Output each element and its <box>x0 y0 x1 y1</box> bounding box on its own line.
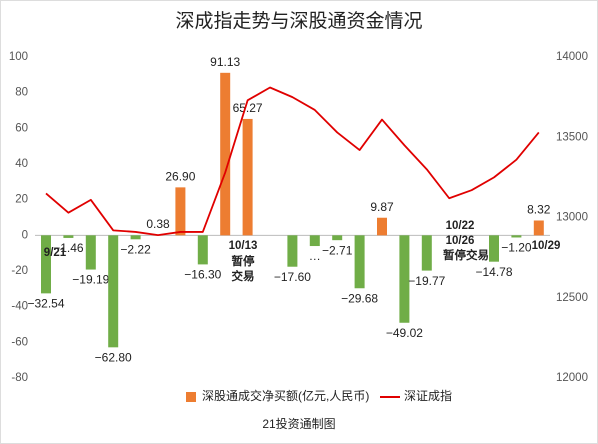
bar <box>63 235 74 238</box>
data-label: −1.46 <box>53 241 84 255</box>
y-tick-label: -80 <box>11 372 28 384</box>
chart-title: 深成指走势与深股通资金情况 <box>175 10 422 32</box>
data-label: 0.38 <box>146 217 170 231</box>
legend-swatch <box>186 392 196 402</box>
annotation: 10/13 <box>229 240 258 252</box>
footer: 21投资通制图 <box>262 416 335 431</box>
bar <box>287 235 298 267</box>
annotation: 10/26 <box>446 235 475 247</box>
data-label: −32.54 <box>27 297 64 311</box>
y-tick-label: 80 <box>15 87 28 99</box>
legend-label: 深股通成交净买额(亿元,人民币) <box>202 388 369 403</box>
bar <box>533 220 544 236</box>
data-label: −17.60 <box>274 270 311 284</box>
bar <box>197 235 208 265</box>
y-tick-label: 0 <box>22 229 28 241</box>
y2-tick-label: 12500 <box>556 292 588 304</box>
annotation: 暂停 <box>232 254 255 268</box>
data-label: −19.19 <box>72 273 109 287</box>
bar <box>309 235 320 247</box>
y-tick-label: -60 <box>11 336 28 348</box>
bar <box>421 235 432 271</box>
bar <box>377 217 387 236</box>
y-tick-label: -40 <box>11 301 28 313</box>
data-label: … <box>309 249 321 263</box>
data-label: −2.71 <box>322 243 353 257</box>
y-tick-label: -20 <box>11 265 28 277</box>
y2-tick-label: 13500 <box>556 131 588 143</box>
y-tick-label: 60 <box>15 122 28 134</box>
data-label: 8.32 <box>527 203 551 217</box>
data-label: 65.27 <box>233 101 263 115</box>
data-label: 9.87 <box>370 200 394 214</box>
bar <box>489 235 499 262</box>
bar <box>354 235 365 289</box>
data-label: −29.68 <box>341 291 378 305</box>
annotation: 交易 <box>232 269 255 283</box>
data-label: −1.20 <box>501 241 532 255</box>
annotation: 暂停交易 <box>443 248 489 262</box>
bar <box>130 235 141 240</box>
bar <box>511 235 522 238</box>
bar <box>41 235 51 294</box>
annotation: 9/21 <box>44 247 67 259</box>
bar <box>399 235 410 323</box>
bar <box>175 187 186 236</box>
y2-tick-label: 13000 <box>556 212 588 224</box>
legend-label: 深证成指 <box>404 388 452 403</box>
data-label: −49.02 <box>386 326 423 340</box>
data-label: −16.30 <box>184 268 221 282</box>
data-label: 91.13 <box>210 55 240 69</box>
data-label: −14.78 <box>475 265 512 279</box>
y-tick-label: 40 <box>15 158 28 170</box>
y-tick-label: 100 <box>9 51 28 63</box>
bar <box>332 235 343 241</box>
data-label: −2.22 <box>120 242 151 256</box>
data-label: −62.80 <box>95 350 132 364</box>
bar <box>85 235 96 270</box>
y-tick-label: 20 <box>15 194 28 206</box>
bar <box>242 118 253 236</box>
annotation: 10/22 <box>446 220 475 232</box>
bar <box>220 72 231 236</box>
data-label: −19.77 <box>408 274 445 288</box>
annotation: 10/29 <box>532 240 561 252</box>
line <box>45 86 540 237</box>
y2-tick-label: 14000 <box>556 51 588 63</box>
y2-tick-label: 12000 <box>556 372 588 384</box>
data-label: 26.90 <box>165 170 195 184</box>
bar <box>108 235 119 348</box>
